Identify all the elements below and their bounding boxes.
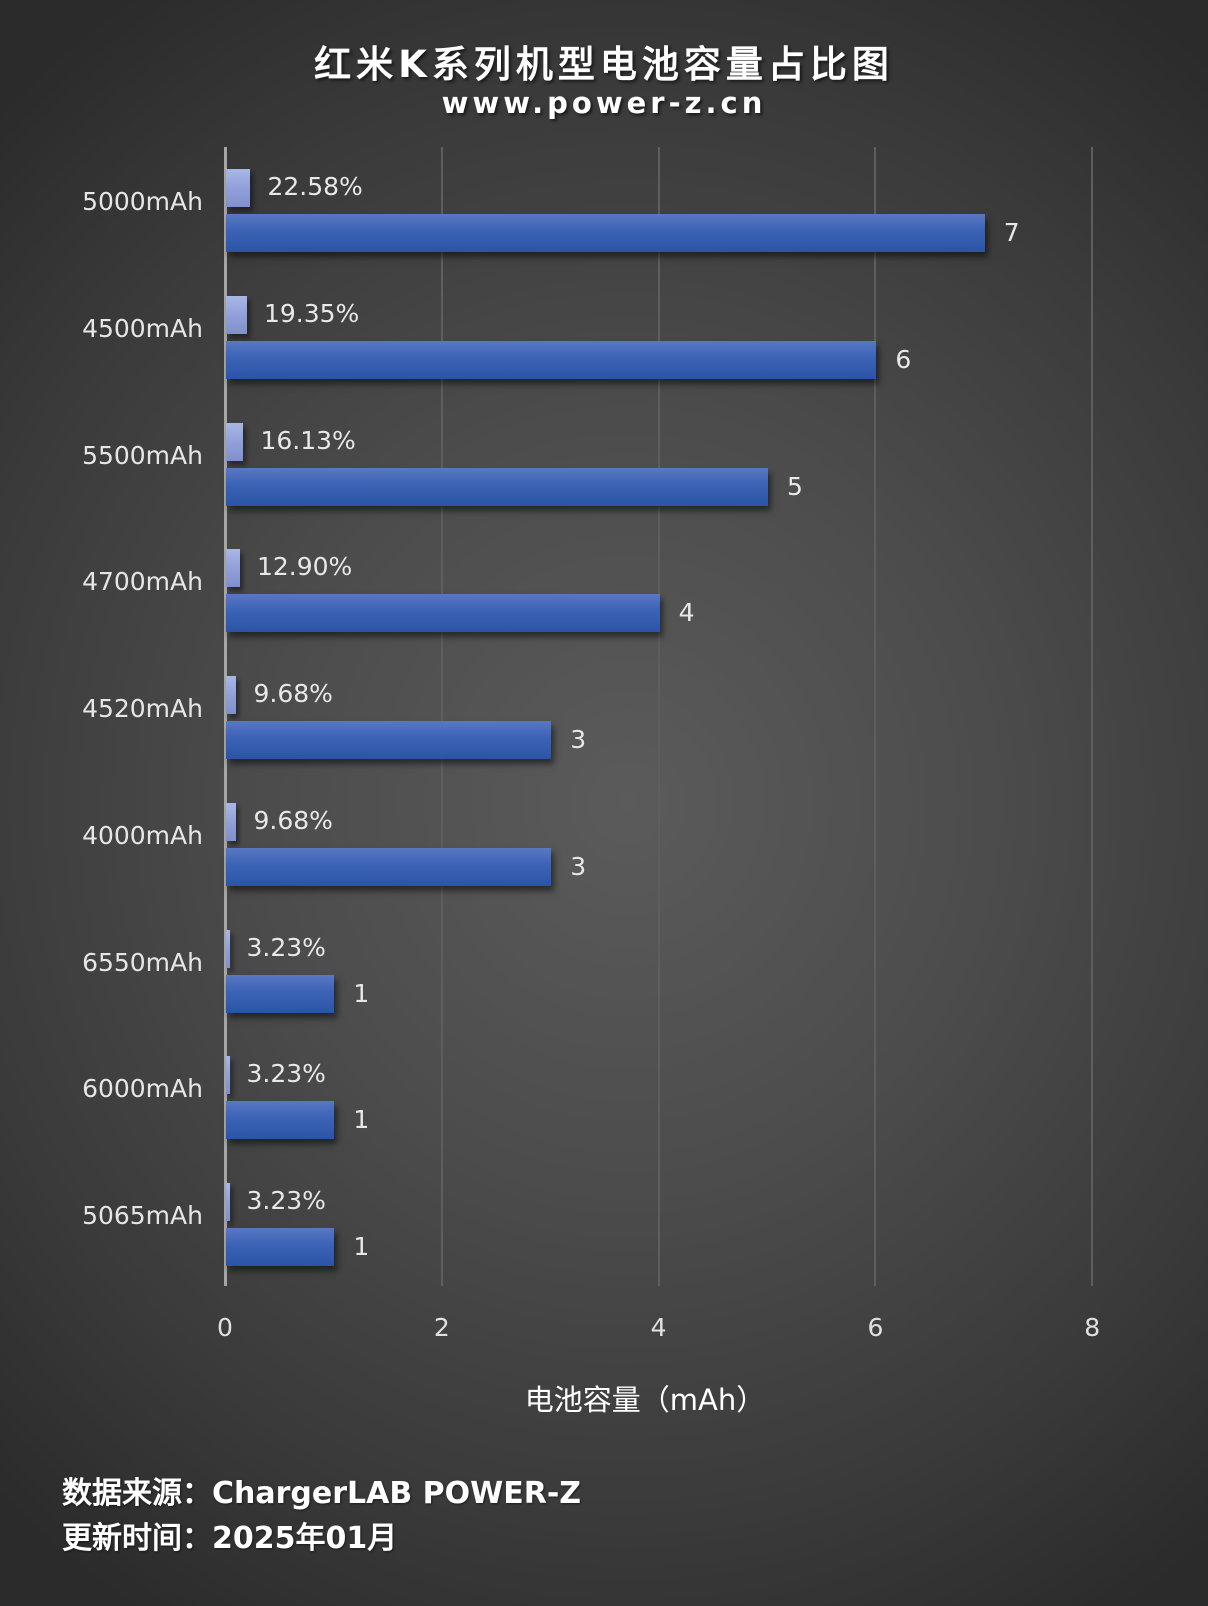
percent-label: 3.23% xyxy=(246,932,326,962)
y-category-label: 5065mAh xyxy=(82,1201,203,1230)
y-category-label: 6000mAh xyxy=(82,1074,203,1104)
count-bar xyxy=(226,847,552,886)
percent-bar xyxy=(226,929,230,968)
count-label: 6 xyxy=(895,344,912,374)
x-tick-label: 0 xyxy=(217,1313,233,1342)
gridline xyxy=(440,147,443,1286)
count-bar xyxy=(226,467,768,506)
count-label: 1 xyxy=(353,1232,370,1261)
count-bar xyxy=(226,974,335,1013)
gridline xyxy=(874,147,877,1286)
count-bar xyxy=(226,721,552,759)
x-tick-label: 8 xyxy=(1084,1313,1101,1342)
count-label: 5 xyxy=(787,471,803,501)
count-bar xyxy=(226,1228,335,1266)
y-category-label: 4000mAh xyxy=(82,820,203,850)
x-axis-title: 电池容量（mAh） xyxy=(524,1383,766,1417)
x-tick-label: 2 xyxy=(433,1313,450,1342)
y-category-label: 6550mAh xyxy=(82,947,203,977)
percent-label: 22.58% xyxy=(267,172,363,201)
count-bar xyxy=(226,214,985,252)
percent-bar xyxy=(226,802,237,841)
x-tick-label: 6 xyxy=(867,1313,884,1342)
count-bar xyxy=(226,594,660,633)
y-category-label: 5000mAh xyxy=(82,187,203,216)
count-bar xyxy=(226,340,877,379)
y-axis-line xyxy=(224,147,227,1286)
count-label: 1 xyxy=(353,978,370,1008)
percent-label: 9.68% xyxy=(253,805,333,835)
y-category-label: 4520mAh xyxy=(82,694,203,723)
chart-title: 红米K系列机型电池容量占比图 xyxy=(314,43,894,86)
y-category-label: 4700mAh xyxy=(82,567,203,597)
percent-bar xyxy=(226,422,244,461)
x-tick-label: 4 xyxy=(650,1313,667,1342)
y-category-label: 5500mAh xyxy=(82,440,203,470)
percent-label: 3.23% xyxy=(246,1059,326,1089)
count-label: 4 xyxy=(678,598,695,628)
percent-bar xyxy=(226,1183,230,1221)
count-label: 3 xyxy=(570,851,587,881)
percent-label: 12.90% xyxy=(256,552,353,582)
data-source: 数据来源：ChargerLAB POWER-Z xyxy=(62,1476,582,1511)
percent-label: 3.23% xyxy=(246,1186,326,1215)
percent-label: 19.35% xyxy=(263,298,360,328)
count-label: 7 xyxy=(1003,218,1020,247)
count-label: 1 xyxy=(353,1105,370,1135)
y-category-label: 4500mAh xyxy=(82,313,203,343)
count-label: 3 xyxy=(570,725,587,754)
gridline xyxy=(657,147,660,1286)
percent-label: 9.68% xyxy=(253,679,333,708)
percent-bar xyxy=(226,549,240,588)
gridline xyxy=(1091,147,1094,1286)
chart-subtitle: www.power-z.cn xyxy=(441,86,767,120)
update-time: 更新时间：2025年01月 xyxy=(62,1521,398,1556)
percent-label: 16.13% xyxy=(260,425,356,455)
percent-bar xyxy=(226,169,251,207)
percent-bar xyxy=(226,1056,230,1095)
percent-bar xyxy=(226,295,247,334)
percent-bar xyxy=(226,676,237,714)
count-bar xyxy=(226,1101,335,1140)
